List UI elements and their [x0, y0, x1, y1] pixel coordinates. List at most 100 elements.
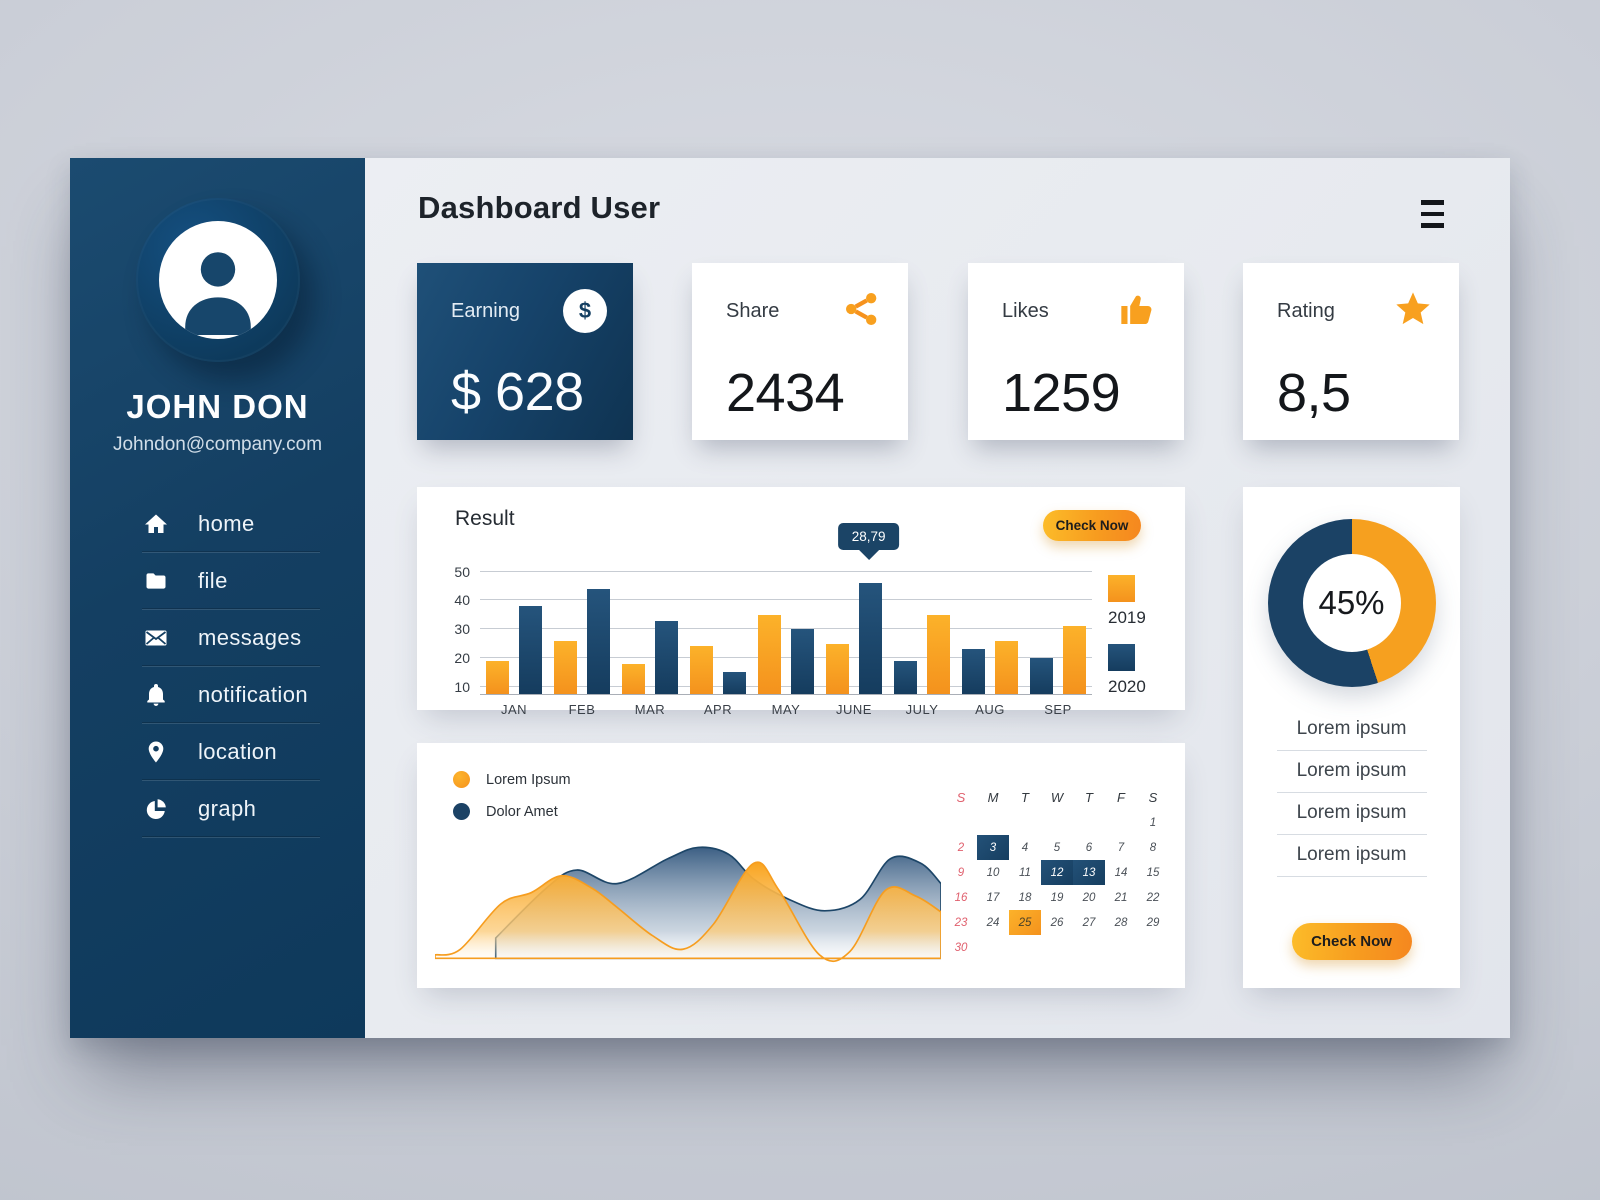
calendar-day-1[interactable]: 1 — [1149, 816, 1157, 829]
calendar-day-9[interactable]: 9 — [957, 866, 965, 879]
calendar-day-header: S — [1148, 790, 1158, 805]
calendar-day-22[interactable]: 22 — [1146, 891, 1160, 904]
user-email: Johndon@company.com — [112, 434, 323, 455]
calendar-day-header: W — [1050, 790, 1064, 805]
sidebar-item-label: file — [198, 568, 228, 593]
y-axis-tick: 10 — [454, 678, 470, 695]
legend-label-2020: 2020 — [1108, 677, 1146, 696]
month-label: MAY — [771, 702, 801, 717]
user-name: JOHN DON — [126, 388, 309, 425]
calendar-day-5[interactable]: 5 — [1053, 841, 1061, 854]
calendar-day-4[interactable]: 4 — [1021, 841, 1029, 854]
bar-2019-sep — [1063, 626, 1086, 694]
y-axis-tick: 20 — [454, 649, 470, 666]
check-now-button[interactable]: Check Now — [1043, 510, 1141, 541]
bar-group-feb — [548, 560, 616, 694]
stat-card-share[interactable]: Share 2434 — [692, 263, 908, 440]
calendar-day-empty — [1041, 810, 1073, 835]
bar-group-july — [888, 560, 956, 694]
sidebar-item-notification[interactable]: notification — [70, 667, 365, 723]
star-icon — [1393, 289, 1433, 334]
thumbs-up-icon — [1118, 289, 1158, 334]
calendar-day-26[interactable]: 26 — [1050, 916, 1064, 929]
calendar-day-17[interactable]: 17 — [986, 891, 1000, 904]
gridline — [480, 570, 1092, 572]
legend-dot-blue — [453, 803, 470, 820]
calendar-day-20[interactable]: 20 — [1082, 891, 1096, 904]
bar-chart-plot: 28,79 10 20 30 40 50 — [454, 523, 1092, 695]
legend-dot-orange — [453, 771, 470, 788]
y-axis-tick: 50 — [454, 563, 470, 580]
list-item[interactable]: Lorem ipsum — [1276, 751, 1427, 793]
stat-card-earning[interactable]: Earning $ $ 628 — [417, 263, 633, 440]
calendar-day-3[interactable]: 3 — [977, 835, 1009, 860]
bar-2019-apr — [690, 646, 713, 694]
calendar-day-empty — [945, 810, 977, 835]
avatar[interactable] — [135, 198, 300, 362]
gridline — [480, 599, 1092, 601]
calendar-day-6[interactable]: 6 — [1085, 841, 1093, 854]
divider — [142, 723, 320, 724]
bar-2020-july — [894, 660, 917, 694]
month-label: JULY — [905, 702, 939, 717]
list-item[interactable]: Lorem ipsum — [1276, 709, 1427, 751]
month-label: AUG — [975, 702, 1005, 717]
calendar-day-27[interactable]: 27 — [1082, 916, 1096, 929]
sidebar-item-messages[interactable]: messages — [70, 610, 365, 666]
calendar-day-header: F — [1117, 790, 1125, 805]
calendar-day-25[interactable]: 25 — [1009, 910, 1041, 935]
sidebar-item-graph[interactable]: graph — [70, 781, 365, 837]
list-item[interactable]: Lorem ipsum — [1276, 793, 1427, 835]
month-label: APR — [703, 702, 733, 717]
stat-card-rating[interactable]: Rating 8,5 — [1243, 263, 1459, 440]
calendar-day-14[interactable]: 14 — [1114, 866, 1128, 879]
sidebar-item-file[interactable]: file — [70, 553, 365, 609]
calendar-day-7[interactable]: 7 — [1117, 841, 1125, 854]
calendar-day-empty — [977, 810, 1009, 835]
calendar-day-10[interactable]: 10 — [986, 866, 1000, 879]
calendar-day-23[interactable]: 23 — [954, 916, 968, 929]
bar-group-june — [820, 560, 888, 694]
calendar-day-15[interactable]: 15 — [1146, 866, 1160, 879]
calendar-day-empty — [1041, 935, 1073, 960]
sidebar-item-label: location — [198, 739, 278, 764]
donut-chart: 45% — [1267, 519, 1436, 687]
stat-value: 8,5 — [1277, 363, 1351, 423]
legend-swatch-2020 — [1108, 644, 1135, 671]
calendar-day-28[interactable]: 28 — [1114, 916, 1128, 929]
bar-2020-apr — [723, 672, 746, 694]
bar-2020-mar — [655, 620, 678, 694]
area-series-lorem-ipsum — [435, 861, 941, 963]
check-now-button[interactable]: Check Now — [1291, 923, 1412, 960]
list-item[interactable]: Lorem ipsum — [1276, 835, 1427, 877]
result-card: Result Check Now 28,79 10 20 30 40 50 JAN FEB… — [417, 487, 1185, 717]
calendar-day-11[interactable]: 11 — [1019, 866, 1031, 879]
calendar-day-29[interactable]: 29 — [1146, 916, 1160, 929]
folder-icon — [146, 573, 166, 589]
calendar-day-12[interactable]: 12 — [1041, 860, 1073, 885]
month-label: SEP — [1044, 702, 1072, 717]
calendar-day-19[interactable]: 19 — [1050, 891, 1064, 904]
month-label: FEB — [568, 702, 596, 717]
calendar-day-21[interactable]: 21 — [1114, 891, 1128, 904]
hamburger-menu-icon[interactable] — [1421, 200, 1458, 228]
calendar-day-24[interactable]: 24 — [986, 916, 1000, 929]
calendar-day-16[interactable]: 16 — [954, 891, 968, 904]
bar-2019-mar — [622, 663, 645, 694]
calendar-day-13[interactable]: 13 — [1073, 860, 1105, 885]
stat-card-likes[interactable]: Likes 1259 — [968, 263, 1184, 440]
dashboard-panel: JOHN DON Johndon@company.com home file m… — [70, 158, 1510, 1038]
stat-value: 1259 — [1002, 363, 1121, 423]
divider — [142, 666, 320, 667]
calendar-day-2[interactable]: 2 — [957, 841, 965, 854]
sidebar-item-home[interactable]: home — [70, 496, 365, 552]
calendar-day-30[interactable]: 30 — [954, 941, 968, 954]
calendar-day-empty — [977, 935, 1009, 960]
trend-card: Lorem Ipsum Dolor Amet — [417, 743, 1185, 988]
calendar-day-header: S — [956, 790, 966, 805]
calendar-day-empty — [1137, 935, 1169, 960]
sidebar-item-location[interactable]: location — [70, 724, 365, 780]
calendar-day-8[interactable]: 8 — [1149, 841, 1157, 854]
calendar-day-empty — [1105, 810, 1137, 835]
calendar-day-18[interactable]: 18 — [1018, 891, 1032, 904]
